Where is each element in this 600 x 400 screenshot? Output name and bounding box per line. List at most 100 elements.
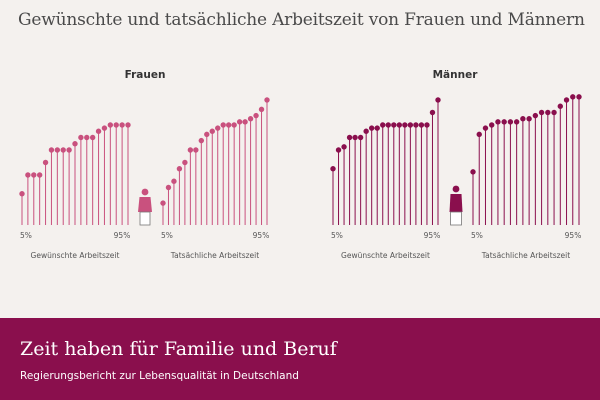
lollipop-point	[513, 119, 520, 125]
chart-title: Gewünschte und tatsächliche Arbeitszeit …	[18, 10, 585, 30]
x-tick-label: 95%	[565, 231, 582, 240]
lollipop-point	[264, 97, 270, 103]
lollipop-point	[198, 137, 205, 144]
lollipop-point	[407, 122, 414, 128]
lollipop-point	[489, 122, 495, 128]
woman-figure-icon	[138, 188, 152, 226]
lollipop-point	[482, 125, 489, 131]
lollipop-point	[495, 119, 501, 125]
lollipop-point	[231, 122, 237, 128]
lollipop-point	[225, 122, 232, 128]
lollipop-point	[526, 116, 532, 122]
lollipop-point	[48, 147, 55, 153]
lollipop-point	[209, 128, 215, 134]
lollipop-point	[435, 97, 441, 103]
lollipop-point	[176, 166, 183, 172]
lollipop-point	[236, 119, 243, 125]
lollipop-point	[171, 178, 177, 184]
lollipop-point	[242, 119, 248, 125]
lollipop-point	[204, 131, 210, 138]
lollipop-point	[402, 122, 408, 128]
lollipop-point	[182, 159, 188, 166]
lollipop-point	[89, 134, 96, 141]
lollipop-point	[424, 122, 430, 128]
lollipop-point	[396, 122, 403, 128]
x-tick-label: 95%	[424, 231, 441, 240]
footer-subtitle: Regierungsbericht zur Lebensqualität in …	[20, 370, 299, 382]
x-tick-label: 5%	[331, 231, 343, 240]
lollipop-point	[253, 112, 259, 119]
lollipop-point	[545, 109, 551, 116]
lollipop-point	[101, 125, 108, 131]
lollipop-point	[330, 166, 336, 172]
panel-title-frauen: Frauen	[125, 69, 166, 81]
series-2: 5% 95% Gewünschte Arbeitszeit	[330, 97, 441, 260]
lollipop-point	[476, 131, 482, 138]
x-axis-label: Tatsächliche Arbeitszeit	[481, 251, 570, 260]
x-axis-label: Gewünschte Arbeitszeit	[31, 251, 120, 260]
lollipop-point	[247, 116, 254, 122]
lollipop-point	[160, 200, 166, 206]
lollipop-point	[341, 144, 347, 150]
series-1: 5% 95% Tatsächliche Arbeitszeit	[160, 97, 270, 260]
lollipop-point	[72, 141, 78, 147]
lollipop-point	[570, 94, 576, 100]
lollipop-point	[507, 119, 514, 125]
series-0: 5% 95% Gewünschte Arbeitszeit	[19, 122, 131, 260]
lollipop-point	[78, 134, 84, 141]
panel-title-maenner: Männer	[433, 69, 479, 81]
x-tick-label: 5%	[471, 231, 483, 240]
lollipop-point	[374, 125, 380, 131]
lollipop-point	[36, 172, 43, 178]
lollipop-point	[125, 122, 131, 128]
lollipop-point	[215, 125, 221, 131]
lollipop-point	[563, 97, 570, 103]
x-tick-label: 95%	[253, 231, 270, 240]
lollipop-point	[429, 109, 436, 116]
lollipop-point	[54, 147, 61, 153]
lollipop-point	[119, 122, 125, 128]
lollipop-point	[418, 122, 425, 128]
lollipop-point	[413, 122, 419, 128]
lollipop-point	[335, 147, 342, 153]
footer-banner: Zeit haben für Familie und Beruf Regieru…	[0, 318, 600, 400]
lollipop-point	[31, 172, 37, 178]
x-tick-label: 5%	[161, 231, 173, 240]
chart-area: Frauen Männer 5% 95% Gewünschte Arbeitszei…	[19, 69, 582, 260]
x-axis-label: Gewünschte Arbeitszeit	[341, 251, 430, 260]
lollipop-point	[385, 122, 391, 128]
lollipop-point	[357, 134, 364, 141]
lollipop-point	[380, 122, 386, 128]
lollipop-point	[391, 122, 397, 128]
lollipop-point	[66, 147, 72, 153]
lollipop-point	[363, 128, 369, 134]
x-axis-label: Tatsächliche Arbeitszeit	[170, 251, 259, 260]
lollipop-point	[346, 134, 353, 141]
lollipop-point	[42, 159, 49, 166]
lollipop-point	[551, 109, 557, 116]
x-tick-label: 5%	[20, 231, 32, 240]
lollipop-point	[113, 122, 119, 128]
footer-title: Zeit haben für Familie und Beruf	[20, 338, 337, 360]
lollipop-point	[187, 147, 194, 153]
lollipop-point	[501, 119, 507, 125]
lollipop-point	[368, 125, 375, 131]
lollipop-point	[532, 112, 539, 119]
lollipop-point	[538, 109, 545, 116]
lollipop-point	[258, 106, 265, 113]
lollipop-point	[193, 147, 199, 153]
lollipop-point	[107, 122, 114, 128]
lollipop-point	[165, 184, 172, 191]
lollipop-point	[25, 172, 31, 178]
lollipop-point	[220, 122, 226, 128]
lollipop-point	[19, 191, 25, 197]
series-3: 5% 95% Tatsächliche Arbeitszeit	[470, 94, 582, 260]
lollipop-point	[520, 116, 526, 122]
lollipop-point	[557, 103, 563, 109]
lollipop-point	[352, 134, 358, 141]
lollipop-point	[95, 128, 102, 134]
lollipop-point	[470, 169, 476, 175]
lollipop-point	[60, 147, 66, 153]
man-figure-icon	[449, 185, 463, 226]
lollipop-point	[84, 134, 90, 141]
